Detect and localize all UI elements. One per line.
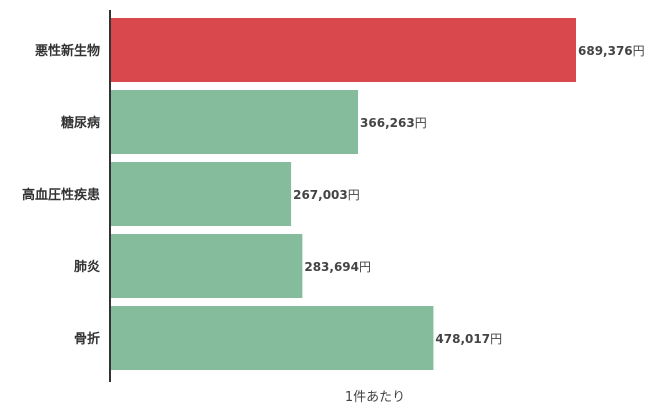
value-labels: 689,376円 366,263円 267,003円 283,694円 478,017円 xyxy=(293,44,645,346)
value-label-4: 478,017円 xyxy=(435,332,502,346)
value-label-3: 283,694円 xyxy=(304,260,371,274)
bar-1 xyxy=(111,90,359,154)
bar-4 xyxy=(111,306,434,370)
category-label-1: 糖尿病 xyxy=(61,115,100,131)
category-label-2: 高血圧性疾患 xyxy=(22,187,100,203)
x-axis-label: 1件あたり xyxy=(345,390,405,405)
category-label-3: 肺炎 xyxy=(74,259,100,275)
bars-group xyxy=(111,18,576,370)
value-label-1: 366,263円 xyxy=(360,116,427,130)
bar-2 xyxy=(111,162,292,226)
value-label-0: 689,376円 xyxy=(578,44,645,58)
category-label-0: 悪性新生物 xyxy=(35,43,100,59)
category-label-4: 骨折 xyxy=(74,331,100,347)
value-label-2: 267,003円 xyxy=(293,188,360,202)
bar-0 xyxy=(111,18,576,82)
bar-3 xyxy=(111,234,303,298)
